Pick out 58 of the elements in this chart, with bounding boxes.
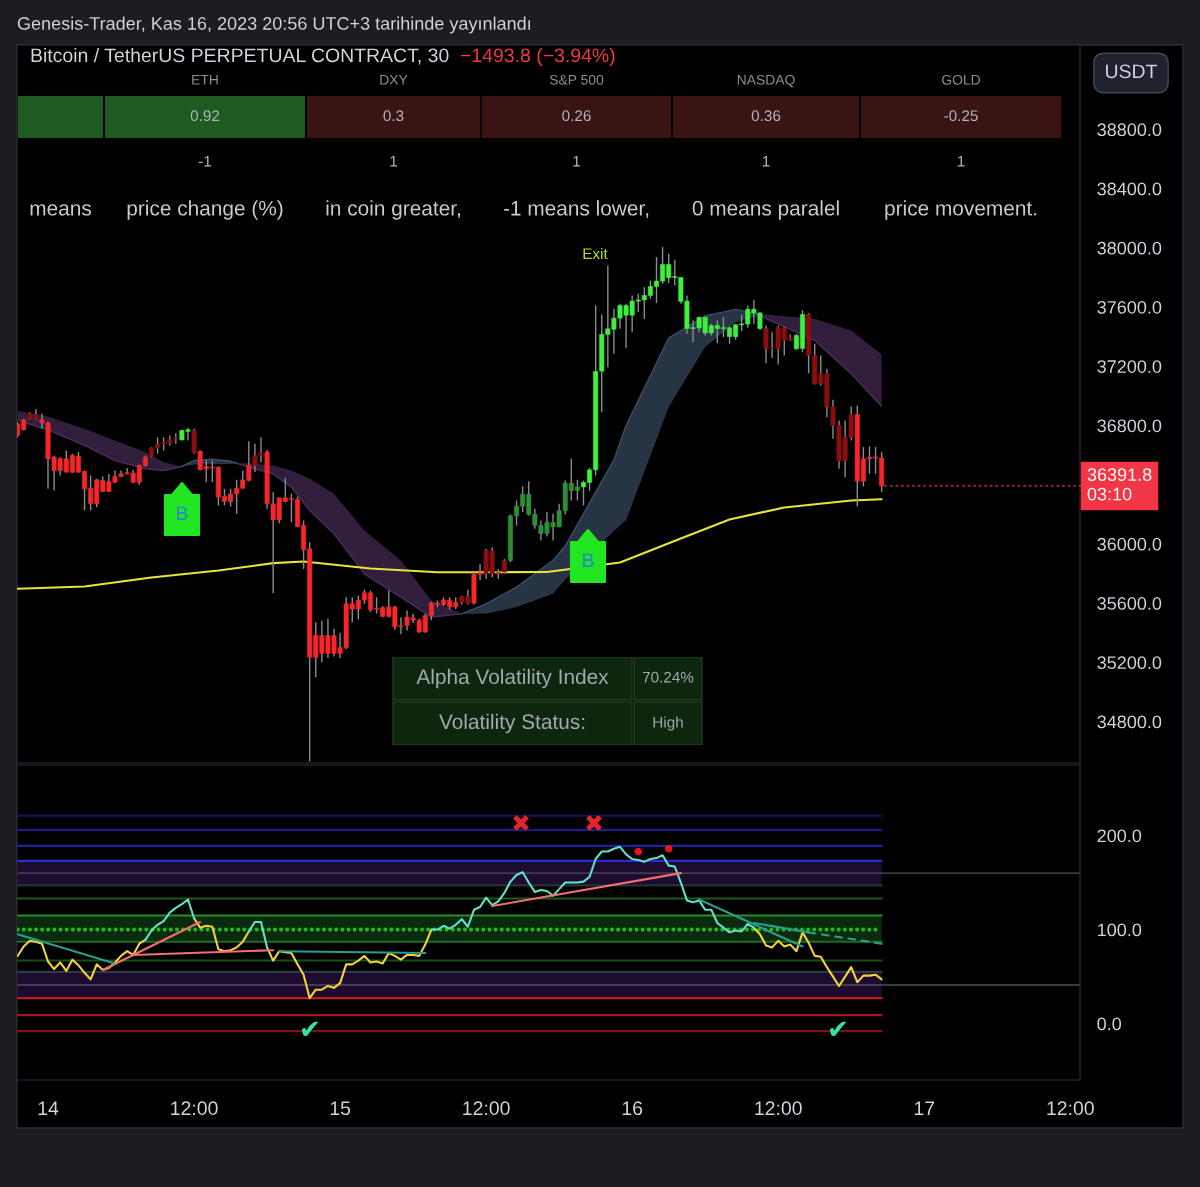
y-tick-label: 200.0 (1097, 829, 1142, 843)
text: High (653, 716, 683, 731)
y-tick-label: 35200.0 (1097, 656, 1162, 670)
y-tick-label: 36800.0 (1097, 419, 1162, 433)
text: price change (%) (127, 200, 283, 220)
x-tick-label: 12:00 (463, 1101, 510, 1116)
x-tick-label: 15 (330, 1101, 351, 1116)
annotation: B (177, 506, 188, 521)
text: price movement. (885, 200, 1037, 220)
text: Volatility Status: (439, 713, 585, 734)
annotation: Exit (583, 247, 608, 260)
x-tick-label: 17 (914, 1101, 935, 1115)
chart-title: Genesis-Trader, Kas 16, 2023 20:56 UTC+3 tarihinde yayınlandı (17, 16, 530, 34)
annotation: ✖ (513, 815, 529, 831)
text: means (30, 204, 92, 216)
text: -1 means lower, (503, 200, 649, 219)
x-tick-label: 12:00 (171, 1101, 218, 1116)
annotation: ✖ (586, 815, 602, 831)
x-tick-label: 14 (38, 1101, 59, 1115)
annotation: ✔ (302, 1021, 318, 1036)
text: 1 (390, 155, 397, 167)
y-tick-label: 35600.0 (1097, 597, 1162, 610)
annotation: 36391.8 03:10 (1087, 468, 1152, 501)
text: -1 (198, 155, 212, 167)
text: 1 (762, 155, 770, 167)
y-tick-label: 38000.0 (1097, 241, 1162, 255)
category-label: GOLD (942, 74, 981, 85)
y-tick-label: 100.0 (1098, 923, 1142, 937)
text: -0.25 (944, 110, 978, 122)
text: 0 means paralel (692, 200, 839, 220)
y-tick-label: 34800.0 (1097, 715, 1162, 729)
text: 0.36 (751, 110, 781, 122)
category-label: S&P 500 (549, 74, 604, 85)
text: 0.26 (562, 110, 591, 122)
y-tick-label: 37200.0 (1097, 360, 1162, 373)
y-tick-label: 38800.0 (1097, 123, 1162, 137)
text: 0.3 (383, 110, 404, 122)
annotation: B (583, 553, 594, 568)
text: USDT (1106, 64, 1158, 79)
annotation: ✔ (830, 1021, 846, 1036)
x-tick-label: 12:00 (1047, 1101, 1094, 1116)
text: 70.24% (642, 671, 694, 683)
text: 1 (573, 155, 580, 167)
text: 0.92 (190, 110, 220, 122)
x-tick-label: 12:00 (755, 1101, 802, 1116)
text: Alpha Volatility Index (416, 668, 609, 689)
text: 1 (957, 155, 965, 167)
y-tick-label: 0.0 (1097, 1017, 1122, 1031)
y-tick-label: 38400.0 (1097, 182, 1162, 196)
annotation: −1493.8 (−3.94%) (460, 47, 615, 67)
category-label: DXY (380, 75, 408, 85)
category-label: ETH (192, 75, 218, 85)
category-label: NASDAQ (737, 74, 795, 88)
y-tick-label: 37600.0 (1097, 300, 1162, 314)
y-tick-label: 36000.0 (1097, 537, 1162, 551)
x-tick-label: 16 (622, 1101, 643, 1116)
text: in coin greater, (326, 200, 460, 220)
chart-subtitle: Bitcoin / TetherUS PERPETUAL CONTRACT, 30 (31, 47, 449, 65)
